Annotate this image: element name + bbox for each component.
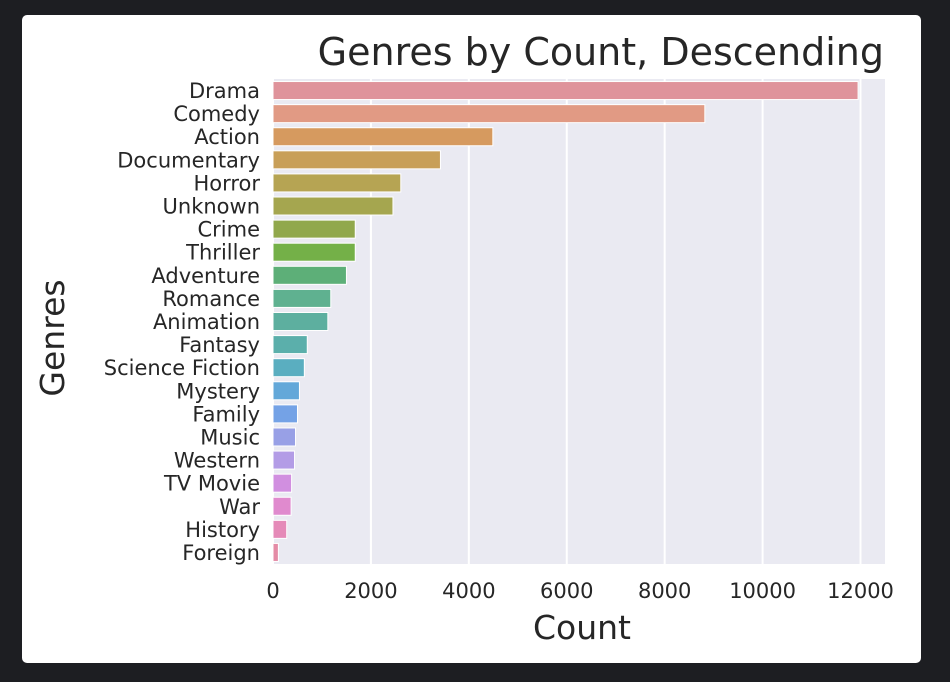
- y-tick-label: Unknown: [163, 195, 260, 219]
- bars: [272, 81, 859, 562]
- bar: [272, 542, 279, 562]
- bar: [272, 150, 441, 170]
- bar: [272, 242, 356, 262]
- x-tick-label: 4000: [442, 579, 495, 603]
- bar: [272, 311, 329, 332]
- chart-card: Drama Comedy Action Documentary Horror Unknow…: [22, 15, 921, 663]
- bar: [272, 473, 293, 493]
- y-tick-labels: DramaComedyActionDocumentaryHorrorUnknow…: [104, 79, 261, 565]
- y-tick-label: Adventure: [151, 264, 260, 288]
- x-tick-label: 10000: [729, 579, 796, 603]
- y-tick-label: Romance: [162, 287, 260, 311]
- y-tick-label: TV Movie: [163, 472, 260, 496]
- bar-chart: DramaComedyActionDocumentaryHorrorUnknow…: [33, 30, 894, 647]
- y-tick-label: Crime: [197, 218, 260, 242]
- bar: [272, 104, 706, 124]
- bar: [272, 127, 494, 147]
- y-tick-label: Foreign: [182, 541, 260, 565]
- chart-title: Genres by Count, Descending: [318, 30, 884, 74]
- y-tick-label: Science Fiction: [104, 356, 260, 380]
- x-axis-title: Count: [533, 608, 631, 647]
- x-tick-label: 6000: [540, 579, 593, 603]
- bar: [272, 404, 298, 424]
- y-tick-label: Drama: [189, 79, 260, 103]
- bar: [272, 81, 859, 101]
- x-tick-label: 2000: [344, 579, 397, 603]
- y-tick-label: Horror: [193, 171, 260, 195]
- bar: [272, 288, 332, 308]
- y-tick-label: Documentary: [117, 148, 260, 172]
- y-tick-label: Family: [192, 402, 260, 426]
- bar: [272, 173, 402, 193]
- bar: [272, 450, 296, 470]
- y-tick-label: Mystery: [176, 379, 260, 403]
- y-tick-label: Western: [174, 449, 260, 473]
- x-tick-labels: 0 2000 4000 6000 8000 10000 12000: [266, 579, 894, 603]
- bar: [272, 519, 288, 539]
- y-tick-label: Fantasy: [179, 333, 260, 357]
- x-tick-label: 0: [266, 579, 279, 603]
- bar: [272, 265, 347, 285]
- y-tick-label: Thriller: [185, 241, 260, 265]
- bar: [272, 381, 300, 401]
- y-tick-label: Music: [200, 425, 260, 449]
- bar: [272, 196, 394, 216]
- y-axis-title: Genres: [33, 279, 72, 396]
- y-tick-label: Action: [194, 125, 260, 149]
- y-tick-label: History: [185, 518, 260, 542]
- bar: [272, 496, 292, 516]
- y-tick-label: War: [219, 495, 260, 519]
- x-tick-label: 8000: [638, 579, 691, 603]
- bar: [272, 219, 356, 239]
- y-tick-label: Animation: [153, 310, 260, 334]
- y-tick-label: Comedy: [173, 102, 260, 126]
- bar: [272, 427, 297, 447]
- x-tick-label: 12000: [827, 579, 894, 603]
- bar: [272, 358, 305, 378]
- bar: [272, 335, 308, 355]
